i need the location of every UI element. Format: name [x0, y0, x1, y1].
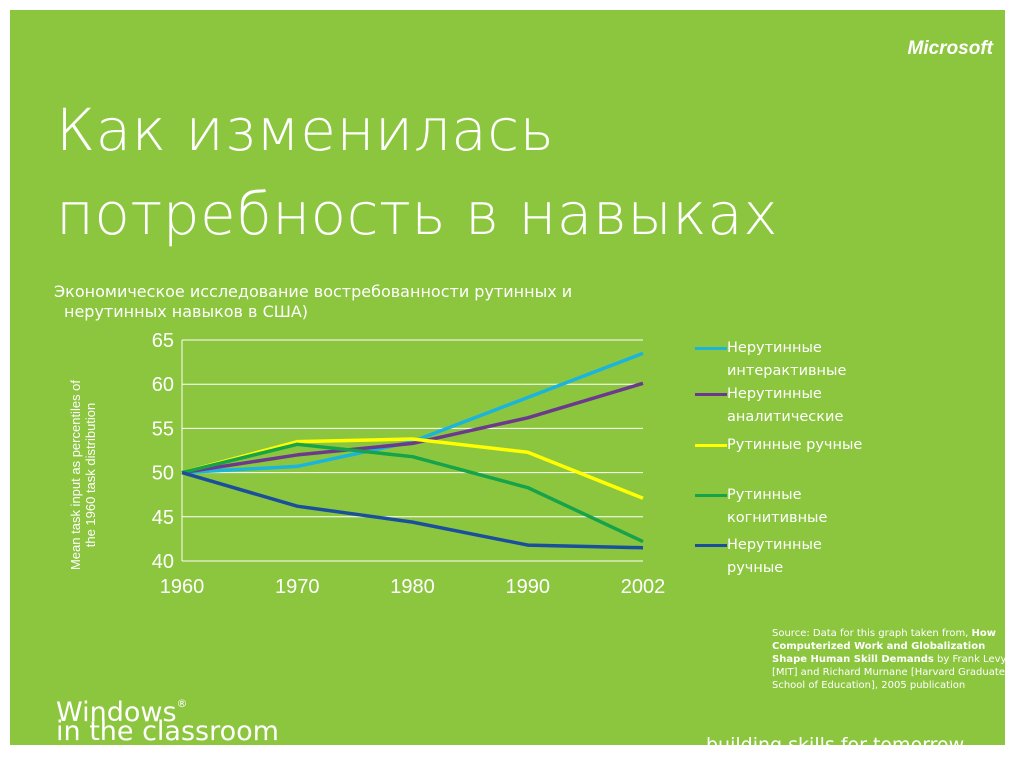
- legend-item: Нерутинные ручные: [695, 534, 875, 580]
- title-line: потребность в навыках: [56, 180, 779, 248]
- x-tick-label: 1980: [390, 576, 435, 598]
- y-tick-label: 40: [152, 551, 174, 573]
- y-axis-label-line: Mean task input as percentiles of: [68, 380, 83, 570]
- legend-item: Рутинные когнитивные: [695, 484, 875, 530]
- registered: ®: [176, 697, 188, 710]
- legend-item: Нерутинные аналитические: [695, 383, 875, 429]
- legend-label: Рутинные ручные: [727, 437, 863, 453]
- source-text: Source: Data for this graph taken from,: [772, 628, 972, 639]
- legend-label: Нерутинные интерактивные: [727, 340, 847, 379]
- legend-label: Нерутинные аналитические: [727, 386, 844, 425]
- y-tick-label: 45: [152, 507, 174, 529]
- x-tick-label: 1970: [275, 576, 320, 598]
- title-line: Как изменилась: [56, 96, 555, 164]
- tagline: in the classroom: [56, 716, 279, 746]
- logo: Microsoft: [907, 38, 994, 59]
- legend-label: Нерутинные ручные: [727, 537, 822, 576]
- subtitle-line: Экономическое исследование востребованно…: [54, 282, 573, 301]
- brand: Windows®: [56, 690, 188, 727]
- slide: Microsoft Как изменилась потребность в н…: [10, 10, 1005, 745]
- source: Source: Data for this graph taken from, …: [772, 627, 1005, 692]
- legend-item: Рутинные ручные: [695, 434, 875, 457]
- y-axis-label: Mean task input as percentiles ofthe 196…: [68, 380, 98, 570]
- x-tick-label: 2002: [621, 576, 666, 598]
- series-line: [181, 381, 644, 475]
- y-tick-label: 55: [152, 418, 174, 440]
- series-line: [181, 470, 644, 550]
- y-tick-label: 65: [152, 330, 174, 352]
- y-axis-label-line: the 1960 task distribution: [83, 403, 98, 548]
- y-tick-label: 50: [152, 463, 174, 485]
- source-title: How Computerized Work and Globalization …: [772, 628, 997, 665]
- series-line: [181, 442, 644, 544]
- legend-swatch: [695, 347, 727, 350]
- source-text: by Frank Levy [MIT] and Richard Murnane …: [772, 654, 1005, 691]
- legend-swatch: [695, 494, 727, 497]
- legend-label: Рутинные когнитивные: [727, 487, 828, 526]
- subtitle-line: нерутинных навыков в США): [64, 302, 309, 321]
- y-tick-label: 60: [152, 374, 174, 396]
- legend-swatch: [695, 393, 727, 396]
- x-tick-label: 1960: [160, 576, 205, 598]
- legend-swatch: [695, 444, 727, 447]
- legend-swatch: [695, 544, 727, 547]
- x-tick-label: 1990: [506, 576, 551, 598]
- slogan: building skills for tomorrow: [706, 734, 965, 745]
- brand-name: Windows: [56, 697, 177, 728]
- chart: 40 45 50 55 60 65 1960 1970 1980 1990 2002 Mean tas…: [68, 330, 666, 598]
- legend-item: Нерутинные интерактивные: [695, 337, 875, 383]
